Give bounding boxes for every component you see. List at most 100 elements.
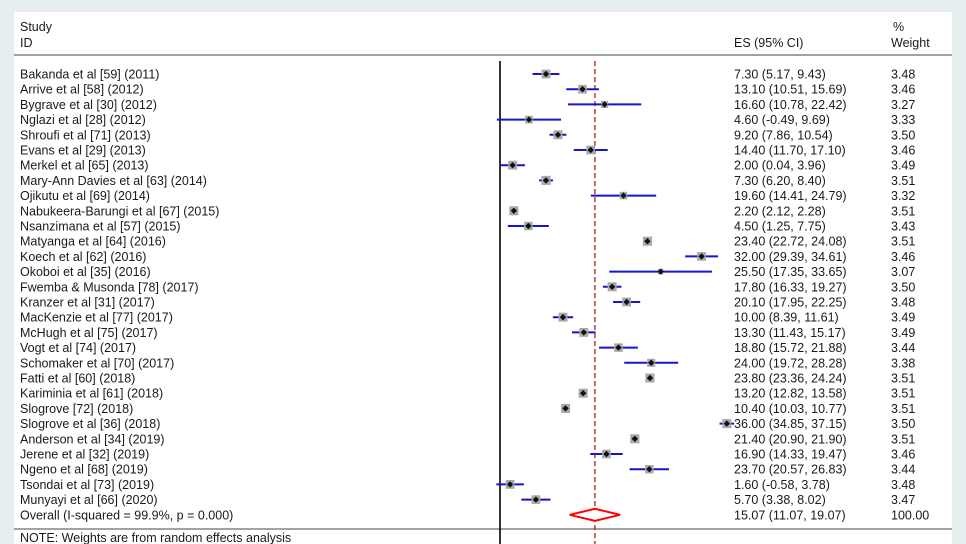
study-weight: 3.51 (891, 235, 915, 249)
study-es-ci: 7.30 (5.17, 9.43) (734, 68, 826, 82)
study-es-ci: 20.10 (17.95, 22.25) (734, 296, 847, 310)
study-row: Fwemba & Musonda [78] (2017) 17.80 (16.33… (20, 280, 915, 294)
study-es-ci: 18.80 (15.72, 21.88) (734, 341, 847, 355)
study-label: Vogt et al [74] (2017) (20, 341, 136, 355)
study-row: Bakanda et al [59] (2011) 7.30 (5.17, 9.4… (20, 68, 915, 82)
point-estimate (559, 314, 567, 321)
study-row: Anderson et al [34] (2019) 21.40 (20.90, … (20, 432, 915, 446)
study-es-ci: 7.30 (6.20, 8.40) (734, 174, 826, 188)
study-es-ci: 4.60 (-0.49, 9.69) (734, 113, 830, 127)
study-label: Kariminia et al [61] (2018) (20, 387, 163, 401)
point-estimate (615, 344, 622, 351)
study-weight: 3.50 (891, 417, 915, 431)
study-weight: 3.51 (891, 174, 915, 188)
study-es-ci: 23.40 (22.72, 24.08) (734, 235, 847, 249)
point-estimate (525, 116, 533, 123)
study-label: McHugh et al [75] (2017) (20, 326, 158, 340)
study-weight: 3.46 (891, 250, 915, 264)
study-row: Evans et al [29] (2013) 14.40 (11.70, 17.… (20, 144, 915, 158)
study-weight: 3.46 (891, 448, 915, 462)
point-estimate (542, 177, 550, 184)
study-label: Anderson et al [34] (2019) (20, 432, 165, 446)
study-es-ci: 23.70 (20.57, 26.83) (734, 463, 847, 477)
study-es-ci: 32.00 (29.39, 34.61) (734, 250, 847, 264)
point-estimate (631, 435, 639, 442)
point-estimate (506, 481, 514, 488)
forest-plot: Study ID ES (95% CI) % Weight Bakanda et… (14, 20, 952, 544)
study-es-ci: 16.90 (14.33, 19.47) (734, 448, 847, 462)
study-es-ci: 9.20 (7.86, 10.54) (734, 128, 833, 142)
study-label: Kranzer et al [31] (2017) (20, 296, 155, 310)
study-label: Nabukeera-Barungi et al [67] (2015) (20, 204, 219, 218)
point-estimate (579, 390, 587, 397)
study-label: Nglazi et al [28] (2012) (20, 113, 146, 127)
header-percent: % (893, 20, 904, 34)
point-estimate (620, 192, 627, 199)
study-es-ci: 14.40 (11.70, 17.10) (734, 144, 846, 158)
study-weight: 3.51 (891, 372, 915, 386)
footnote: NOTE: Weights are from random effects an… (20, 531, 291, 544)
header-id: ID (20, 36, 33, 50)
study-weight: 3.49 (891, 311, 915, 325)
study-es-ci: 13.30 (11.43, 15.17) (734, 326, 846, 340)
study-es-ci: 1.60 (-0.58, 3.78) (734, 478, 830, 492)
study-row: MacKenzie et al [77] (2017) 10.00 (8.39, … (20, 311, 915, 325)
study-label: Merkel et al [65] (2013) (20, 159, 149, 173)
study-row: Matyanga et al [64] (2016) 23.40 (22.72, … (20, 235, 915, 249)
point-estimate (554, 131, 562, 138)
study-label: Nsanzimana et al [57] (2015) (20, 220, 181, 234)
point-estimate (608, 283, 616, 290)
study-weight: 3.27 (891, 98, 915, 112)
study-row: Tsondai et al [73] (2019) 1.60 (-0.58, 3.… (20, 478, 915, 492)
point-estimate (723, 420, 730, 427)
study-weight: 3.32 (891, 189, 915, 203)
point-estimate (603, 450, 610, 458)
study-weight: 3.33 (891, 113, 915, 127)
study-es-ci: 21.40 (20.90, 21.90) (734, 432, 847, 446)
study-label: Jerene et al [32] (2019) (20, 448, 149, 462)
study-label: Mary-Ann Davies et al [63] (2014) (20, 174, 207, 188)
study-row: Shroufi et al [71] (2013) 9.20 (7.86, 10.… (20, 128, 915, 142)
study-es-ci: 2.00 (0.04, 3.96) (734, 159, 826, 173)
header-es-ci: ES (95% CI) (734, 36, 803, 50)
study-label: Okoboi et al [35] (2016) (20, 265, 151, 279)
point-estimate (587, 146, 594, 154)
study-es-ci: 13.20 (12.82, 13.58) (734, 387, 847, 401)
study-label: Slogrove [72] (2018) (20, 402, 133, 416)
study-weight: 3.51 (891, 204, 915, 218)
study-row: Kariminia et al [61] (2018) 13.20 (12.82,… (20, 387, 915, 401)
study-row: Slogrove et al [36] (2018) 36.00 (34.85, … (20, 417, 915, 431)
study-label: MacKenzie et al [77] (2017) (20, 311, 173, 325)
study-row: Mary-Ann Davies et al [63] (2014) 7.30 (6… (20, 174, 915, 188)
study-label: Matyanga et al [64] (2016) (20, 235, 166, 249)
study-es-ci: 4.50 (1.25, 7.75) (734, 220, 826, 234)
study-label: Bygrave et al [30] (2012) (20, 98, 157, 112)
point-estimate (580, 329, 587, 336)
study-label: Arrive et al [58] (2012) (20, 83, 144, 97)
study-weight: 3.43 (891, 220, 915, 234)
study-row: Slogrove [72] (2018) 10.40 (10.03, 10.77)… (20, 402, 915, 416)
study-weight: 3.50 (891, 128, 915, 142)
study-es-ci: 10.40 (10.03, 10.77) (734, 402, 847, 416)
study-row: Ngeno et al [68] (2019) 23.70 (20.57, 26.… (20, 463, 915, 477)
point-estimate (646, 374, 654, 382)
study-weight: 3.48 (891, 296, 915, 310)
point-estimate (646, 466, 653, 473)
point-estimate (579, 86, 586, 93)
study-row: Merkel et al [65] (2013) 2.00 (0.04, 3.96… (20, 159, 915, 173)
study-es-ci: 24.00 (19.72, 28.28) (734, 356, 847, 370)
study-row: Nglazi et al [28] (2012) 4.60 (-0.49, 9.6… (20, 113, 915, 127)
study-weight: 3.38 (891, 356, 915, 370)
study-label: Munyayi et al [66] (2020) (20, 493, 158, 507)
study-weight: 3.49 (891, 159, 915, 173)
study-label: Koech et al [62] (2016) (20, 250, 146, 264)
study-row: Schomaker et al [70] (2017) 24.00 (19.72,… (20, 356, 915, 370)
study-weight: 3.50 (891, 280, 915, 294)
study-row: Nabukeera-Barungi et al [67] (2015) 2.20 … (20, 204, 915, 218)
overall-es-ci: 15.07 (11.07, 19.07) (734, 508, 846, 522)
study-weight: 3.07 (891, 265, 915, 279)
study-es-ci: 5.70 (3.38, 8.02) (734, 493, 826, 507)
study-weight: 3.47 (891, 493, 915, 507)
header-weight: Weight (891, 36, 930, 50)
point-estimate (601, 101, 608, 108)
